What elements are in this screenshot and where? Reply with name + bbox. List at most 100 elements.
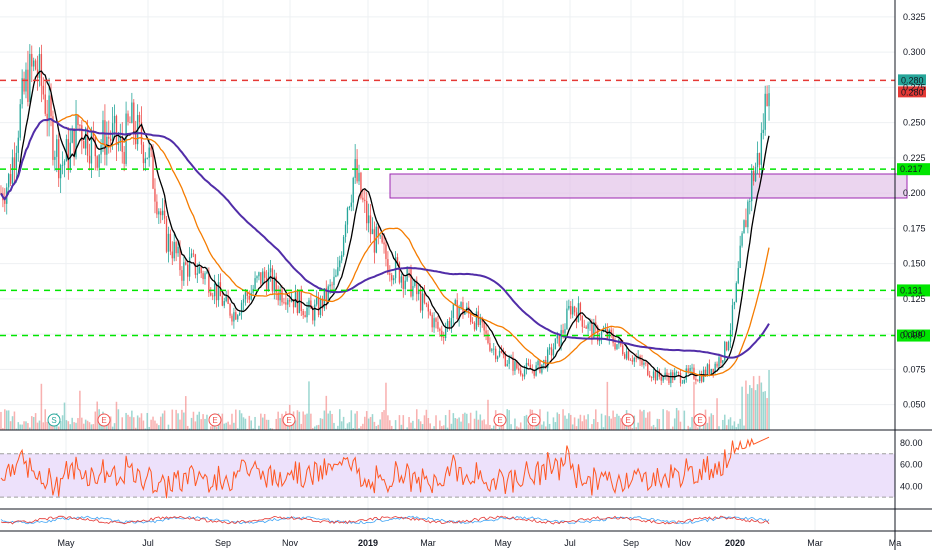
candle-body (81, 125, 83, 141)
volume-bar (543, 421, 545, 430)
volume-bar (5, 410, 8, 430)
volume-bar (283, 421, 285, 430)
volume-bar (621, 421, 624, 430)
volume-bar (429, 423, 432, 430)
volume-bar (623, 421, 626, 430)
y-tick-label: 0.150 (903, 259, 926, 269)
candle-body (34, 60, 37, 70)
event-marker-label: E (286, 416, 291, 425)
volume-bar (602, 427, 605, 430)
candle-body (752, 170, 755, 182)
volume-bar (235, 409, 237, 430)
volume-bar (412, 420, 414, 430)
volume-bar (716, 398, 718, 430)
volume-bar (756, 384, 759, 430)
volume-bar (194, 421, 197, 430)
candle-body (756, 152, 759, 168)
volume-bar (749, 385, 751, 430)
volume-bar (591, 424, 593, 430)
volume-bar (319, 418, 322, 430)
volume-bar (631, 427, 634, 430)
candle-body (508, 357, 510, 364)
candle-body (610, 329, 612, 335)
candle-body (487, 333, 489, 344)
candle-body (593, 322, 595, 339)
candle-body (290, 299, 293, 302)
volume-bar (390, 425, 393, 430)
volume-bar (127, 414, 129, 430)
candle-body (766, 93, 768, 107)
candle-body (335, 275, 337, 277)
candle-body (92, 132, 95, 137)
candle-body (446, 320, 449, 329)
volume-bar (568, 413, 570, 430)
volume-bar (693, 381, 695, 430)
candle-body (751, 170, 753, 202)
volume-bar (473, 418, 476, 430)
volume-bar (414, 428, 416, 430)
volume-bar (764, 391, 766, 430)
volume-bar (321, 418, 324, 430)
oscillator-line-blue (0, 515, 770, 525)
volume-bar (546, 411, 549, 430)
volume-bar (171, 409, 174, 430)
rsi-tick-label: 60.00 (900, 460, 923, 470)
candle-body (148, 147, 150, 158)
x-tick-label: May (57, 538, 75, 548)
candle-body (573, 306, 576, 313)
level-label: 0.217 (900, 164, 923, 174)
volume-bar (300, 423, 303, 430)
candle-body (73, 128, 75, 158)
candle-body (348, 206, 351, 209)
volume-bar (2, 428, 4, 430)
candle-body (117, 142, 120, 145)
event-marker (97, 413, 111, 427)
candle-body (38, 54, 41, 78)
candle-body (441, 330, 443, 338)
event-marker (693, 413, 707, 427)
volume-bar (727, 419, 730, 430)
volume-bar (427, 417, 430, 430)
candle-body (40, 54, 43, 86)
candle-body (435, 318, 437, 322)
volume-bar (562, 409, 564, 430)
volume-bar (415, 409, 418, 430)
candle-body (341, 255, 343, 261)
volume-bar (325, 395, 328, 430)
candle-body (558, 333, 560, 347)
candle-body (344, 224, 347, 237)
candle-body (523, 369, 526, 377)
volume-bar (610, 418, 612, 430)
candle-body (500, 351, 503, 353)
candle-body (310, 300, 312, 309)
candle-body (645, 362, 647, 364)
candle-body (429, 311, 431, 315)
candle-body (52, 116, 54, 160)
candle-body (714, 363, 716, 373)
candle-body (520, 370, 522, 375)
volume-bar (59, 421, 62, 430)
candle-body (104, 120, 106, 155)
volume-bar (19, 424, 21, 430)
volume-bar (389, 420, 391, 430)
volume-bar (79, 390, 81, 430)
volume-bar (456, 418, 458, 430)
volume-bar (302, 411, 304, 430)
volume-bar (263, 413, 266, 430)
volume-bar (65, 420, 68, 430)
volume-bar (646, 412, 649, 430)
volume-bar (573, 417, 576, 430)
volume-bar (523, 415, 526, 430)
candle-body (225, 296, 227, 302)
volume-bar (340, 421, 343, 430)
volume-bar (658, 419, 661, 430)
candle-body (423, 293, 426, 303)
volume-bar (150, 419, 152, 430)
volume-bar (502, 425, 505, 430)
candle-body (706, 364, 709, 376)
candle-body (364, 199, 366, 202)
candle-body (572, 306, 574, 315)
volume-bar (435, 415, 437, 430)
